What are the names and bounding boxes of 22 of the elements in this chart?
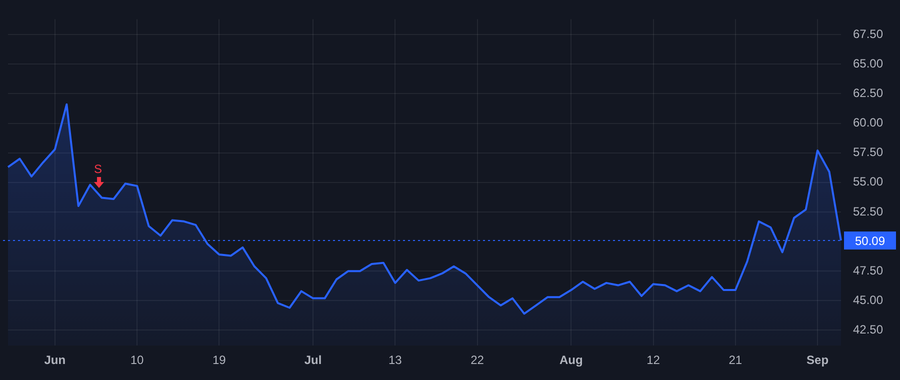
y-tick-label: 62.50 bbox=[853, 86, 884, 100]
y-tick-label: 57.50 bbox=[853, 145, 884, 160]
ref-line-label: 50.09 bbox=[854, 234, 886, 248]
y-tick-label: 65.00 bbox=[853, 56, 884, 70]
x-tick-label: Sep bbox=[806, 353, 829, 368]
x-tick-label: 22 bbox=[470, 353, 484, 368]
x-tick-label: 19 bbox=[212, 353, 226, 368]
x-tick-label: 10 bbox=[130, 353, 144, 368]
annotation: S bbox=[94, 162, 102, 176]
y-tick-label: 52.50 bbox=[853, 204, 884, 218]
y-tick-label: 60.00 bbox=[853, 116, 884, 130]
x-tick-label: Jul bbox=[304, 353, 322, 368]
x-tick-label: 21 bbox=[728, 353, 742, 368]
y-tick-label: 55.00 bbox=[853, 174, 884, 189]
x-tick-label: Jun bbox=[44, 353, 66, 368]
y-tick-label: 45.00 bbox=[853, 292, 884, 307]
x-tick-label: 13 bbox=[388, 353, 402, 368]
y-tick-label: 67.50 bbox=[853, 26, 884, 41]
x-tick-label: Aug bbox=[559, 353, 583, 368]
y-tick-label: 47.50 bbox=[853, 263, 884, 278]
y-tick-label: 42.50 bbox=[853, 322, 884, 337]
x-tick-label: 12 bbox=[646, 353, 660, 368]
